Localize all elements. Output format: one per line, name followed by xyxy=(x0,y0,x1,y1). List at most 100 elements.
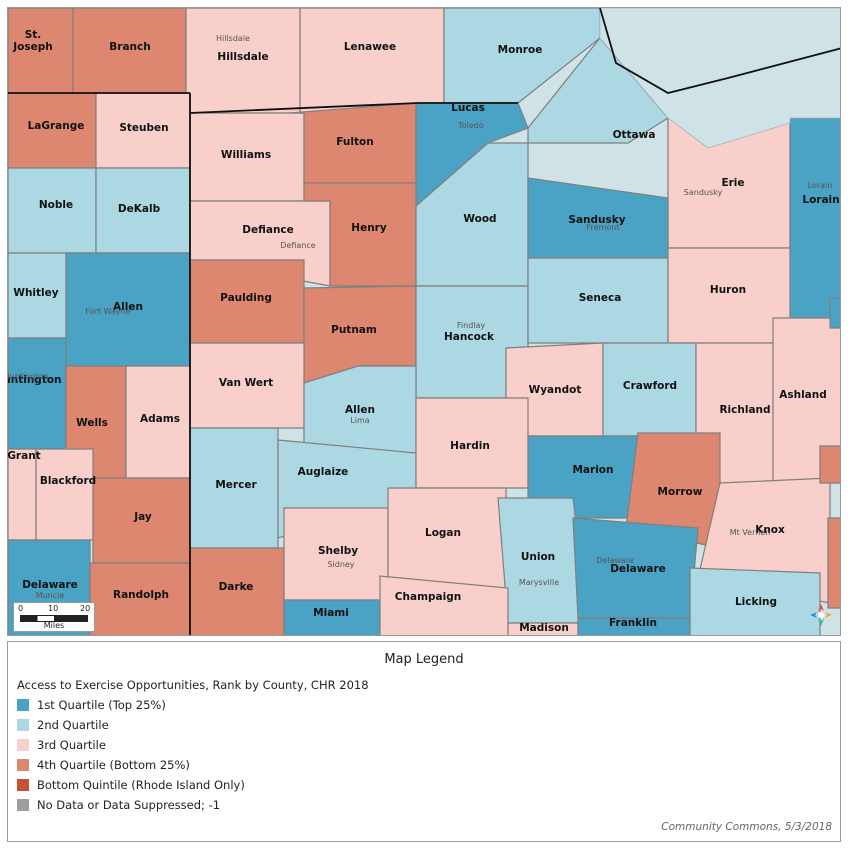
county-label: Fulton xyxy=(336,136,373,148)
legend-label: 3rd Quartile xyxy=(37,738,106,752)
county-label: Lorain xyxy=(802,194,839,206)
county-lorain-shape[interactable] xyxy=(789,117,841,319)
county-label: Marion xyxy=(572,464,613,476)
county-label: Hardin xyxy=(450,440,490,452)
county-label: Wyandot xyxy=(529,384,582,396)
legend-swatch-q1 xyxy=(17,699,29,711)
legend-item-q2: 2nd Quartile xyxy=(17,717,109,733)
county-huntington-shape[interactable] xyxy=(8,337,67,450)
county-label: Sandusky xyxy=(568,214,625,226)
legend-label: 2nd Quartile xyxy=(37,718,109,732)
county-label: Shelby xyxy=(318,545,358,557)
legend-swatch-q4 xyxy=(17,759,29,771)
legend-title: Map Legend xyxy=(384,652,464,667)
county-henry-shape[interactable] xyxy=(303,182,417,287)
city-label: Defiance xyxy=(280,241,315,250)
county-madison-shape[interactable] xyxy=(507,622,579,636)
county-label: Monroe xyxy=(498,44,543,56)
county-label: Lenawee xyxy=(344,41,396,53)
city-label: Sandusky xyxy=(684,188,723,197)
legend-swatch-no-data xyxy=(17,799,29,811)
county-label: Mercer xyxy=(215,479,257,491)
county-label: Auglaize xyxy=(298,466,349,478)
county-label: Crawford xyxy=(623,380,677,392)
county-label: Branch xyxy=(109,41,150,53)
county-label: Allen xyxy=(345,404,375,416)
county-lenawee-shape[interactable] xyxy=(299,8,445,114)
legend-label: 1st Quartile (Top 25%) xyxy=(37,698,166,712)
county-label: Allen xyxy=(113,301,143,313)
county-label: Delaware xyxy=(22,579,78,591)
county-medina-shape[interactable] xyxy=(829,297,841,329)
legend-item-q4: 4th Quartile (Bottom 25%) xyxy=(17,757,190,773)
scale-bar: 0 10 20 Miles xyxy=(13,602,95,632)
county-blackford-shape[interactable] xyxy=(35,448,94,541)
lake-erie-water xyxy=(599,8,840,149)
map-legend: Map Legend Access to Exercise Opportunit… xyxy=(7,641,841,842)
county-label: LaGrange xyxy=(28,120,85,132)
city-label: Muncie xyxy=(36,591,65,600)
county-label: Wells xyxy=(76,417,108,429)
county-label: Knox xyxy=(755,524,785,536)
legend-swatch-q2 xyxy=(17,719,29,731)
county-label: Licking xyxy=(735,596,777,608)
legend-swatch-q3 xyxy=(17,739,29,751)
state-boundary-line xyxy=(599,8,840,94)
city-label: Findlay xyxy=(457,321,486,330)
county-label: Henry xyxy=(351,222,387,234)
county-label: Defiance xyxy=(242,224,294,236)
city-label: Fort Wayne xyxy=(85,307,130,316)
county-label: Darke xyxy=(219,581,254,593)
county-label: Noble xyxy=(39,199,73,211)
city-label: Huntington xyxy=(8,372,48,381)
map-panel[interactable]: St. Joseph Branch Hillsdale Hillsdale Lenawee… xyxy=(7,7,841,636)
scale-tick-0: 0 xyxy=(18,604,24,613)
county-label: Blackford xyxy=(40,475,96,487)
scale-tick-10: 10 xyxy=(48,604,59,613)
county-label: Hillsdale xyxy=(217,51,268,63)
county-label: Huron xyxy=(710,284,746,296)
county-holmes-shape[interactable] xyxy=(827,517,841,609)
legend-swatch-bottom-quintile xyxy=(17,779,29,791)
county-franklin-shape[interactable] xyxy=(577,617,691,636)
county-label: Putnam xyxy=(331,324,377,336)
legend-label: 4th Quartile (Bottom 25%) xyxy=(37,758,190,772)
county-label: Steuben xyxy=(119,122,168,134)
legend-label: Bottom Quintile (Rhode Island Only) xyxy=(37,778,245,792)
county-label: Adams xyxy=(140,413,180,425)
city-label: Fremont xyxy=(587,223,620,232)
county-ashland-shape[interactable] xyxy=(772,317,841,484)
county-monroe-shape[interactable] xyxy=(443,8,601,104)
county-label: Hancock xyxy=(444,331,495,343)
county-label: Delaware xyxy=(610,563,666,575)
county-label: Randolph xyxy=(113,589,169,601)
county-label: DeKalb xyxy=(118,203,161,215)
city-label: Hillsdale xyxy=(216,34,250,43)
county-label: Union xyxy=(521,551,555,563)
county-label: Lucas xyxy=(451,102,485,114)
city-label: Lorain xyxy=(808,181,833,190)
legend-item-bottom-quintile: Bottom Quintile (Rhode Island Only) xyxy=(17,777,245,793)
county-grant-shape[interactable] xyxy=(8,448,37,541)
county-label: Miami xyxy=(313,607,349,619)
city-label: Marysville xyxy=(519,578,559,587)
county-label: Erie xyxy=(721,177,744,189)
county-wayne-shape[interactable] xyxy=(819,445,841,484)
legend-subtitle: Access to Exercise Opportunities, Rank b… xyxy=(17,678,369,692)
legend-label: No Data or Data Suppressed; -1 xyxy=(37,798,221,812)
county-champaign-shape[interactable] xyxy=(379,575,509,636)
county-label: Van Wert xyxy=(219,377,273,389)
county-ottawa-shape[interactable] xyxy=(527,37,669,144)
county-label: Logan xyxy=(425,527,461,539)
community-commons-logo-icon[interactable] xyxy=(809,603,833,627)
county-licking-shape[interactable] xyxy=(689,567,821,636)
city-label: Delaware xyxy=(596,556,634,565)
county-label: Paulding xyxy=(220,292,272,304)
county-label: Whitley xyxy=(13,287,58,299)
city-label: Toledo xyxy=(457,121,484,130)
legend-item-q3: 3rd Quartile xyxy=(17,737,106,753)
county-label: Morrow xyxy=(658,486,703,498)
county-label: Wood xyxy=(463,213,496,225)
county-miami-shape[interactable] xyxy=(283,599,381,636)
county-map[interactable]: St. Joseph Branch Hillsdale Hillsdale Lenawee… xyxy=(8,8,841,636)
